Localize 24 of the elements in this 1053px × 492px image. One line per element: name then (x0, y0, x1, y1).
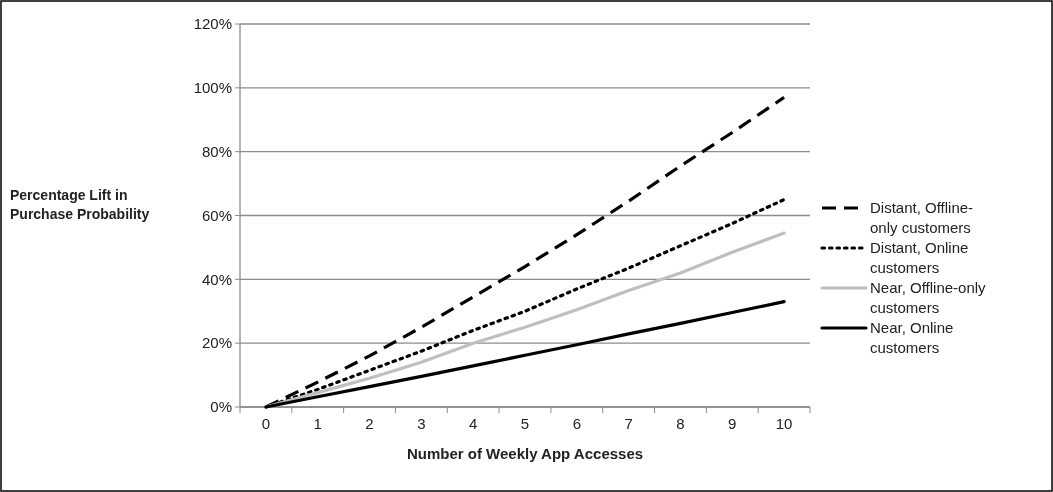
legend-label: Near, Offline-only customers (870, 279, 987, 317)
y-tick-label: 40% (201, 270, 232, 288)
x-tick-label: 7 (624, 415, 633, 432)
x-tick-label: 0 (261, 415, 271, 432)
x-tick-label: 6 (572, 415, 581, 432)
x-tick-label: 3 (417, 415, 426, 432)
y-tick-label: 80% (201, 142, 232, 160)
x-tick-label: 8 (676, 415, 685, 432)
x-tick-label: 2 (365, 415, 374, 432)
legend-label: Distant, Online customers (870, 239, 969, 277)
x-tick-label: 1 (313, 415, 322, 432)
y-tick-label: 60% (201, 206, 232, 224)
x-axis-title: Number of Weekly App Accesses (406, 445, 644, 462)
x-tick-label: 4 (469, 415, 478, 432)
legend-label: Near, Online customers (870, 319, 954, 357)
y-tick-label: 100% (193, 79, 232, 97)
x-tick-label: 10 (775, 415, 793, 432)
y-axis-title: Percentage Lift in Purchase Probability (10, 187, 150, 222)
y-tick-label: 20% (201, 334, 232, 352)
y-tick-label: 120% (193, 15, 232, 33)
y-tick-label: 0% (210, 398, 232, 416)
x-tick-label: 9 (728, 415, 737, 432)
x-tick-label: 5 (520, 415, 530, 432)
legend-label: Distant, Offline-only customers (870, 199, 974, 237)
